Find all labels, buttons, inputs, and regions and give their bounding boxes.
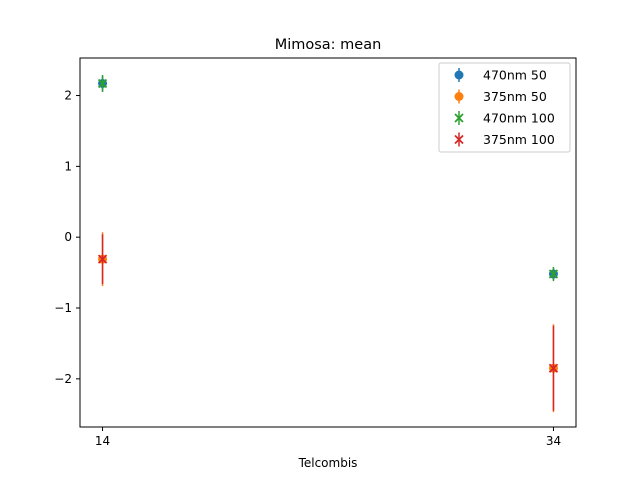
chart-title: Mimosa: mean: [275, 37, 382, 53]
legend-marker: [454, 92, 464, 101]
legend-label: 375nm 100: [483, 132, 555, 147]
y-tick-label: 0: [64, 230, 72, 244]
legend: 470nm 50 375nm 50 470nm 100 375nm 100: [438, 62, 571, 153]
legend-label: 375nm 50: [483, 89, 547, 104]
series-3: [97, 74, 559, 282]
legend-entry: 470nm 100: [454, 111, 555, 126]
data-point: [97, 254, 108, 264]
legend-entry: 375nm 100: [454, 132, 555, 147]
x-tick-label: 34: [546, 434, 561, 448]
data-point: [548, 363, 559, 373]
legend-entry: 375nm 50: [454, 89, 547, 104]
y-tick-label: 2: [64, 89, 72, 103]
marker-stroke: [548, 269, 559, 279]
legend-label: 470nm 100: [483, 111, 555, 126]
marker-stroke: [454, 134, 464, 145]
marker-stroke: [548, 363, 559, 373]
x-tick-label: 14: [95, 434, 110, 448]
legend-marker: [454, 70, 464, 80]
x-axis-label: Telcombis: [298, 456, 358, 470]
legend-marker: [454, 113, 464, 123]
legend-box: [438, 62, 571, 153]
series-2: [98, 232, 558, 413]
axes-frame: [79, 57, 577, 428]
y-tick-label: −1: [54, 301, 72, 315]
marker-stroke: [97, 78, 108, 89]
plot-area: [97, 74, 559, 413]
legend-entry: 470nm 50: [454, 68, 547, 83]
data-point: [97, 78, 108, 89]
legend-label: 470nm 50: [483, 68, 547, 83]
legend-marker: [454, 134, 464, 145]
y-tick-label: −2: [54, 372, 72, 386]
marker-stroke: [97, 254, 108, 264]
data-point: [548, 269, 559, 279]
marker-stroke: [454, 113, 464, 123]
series-4: [97, 234, 559, 411]
y-tick-label: 1: [64, 159, 72, 173]
axes: 14 34 −2 −1 0 1 2: [54, 57, 577, 448]
